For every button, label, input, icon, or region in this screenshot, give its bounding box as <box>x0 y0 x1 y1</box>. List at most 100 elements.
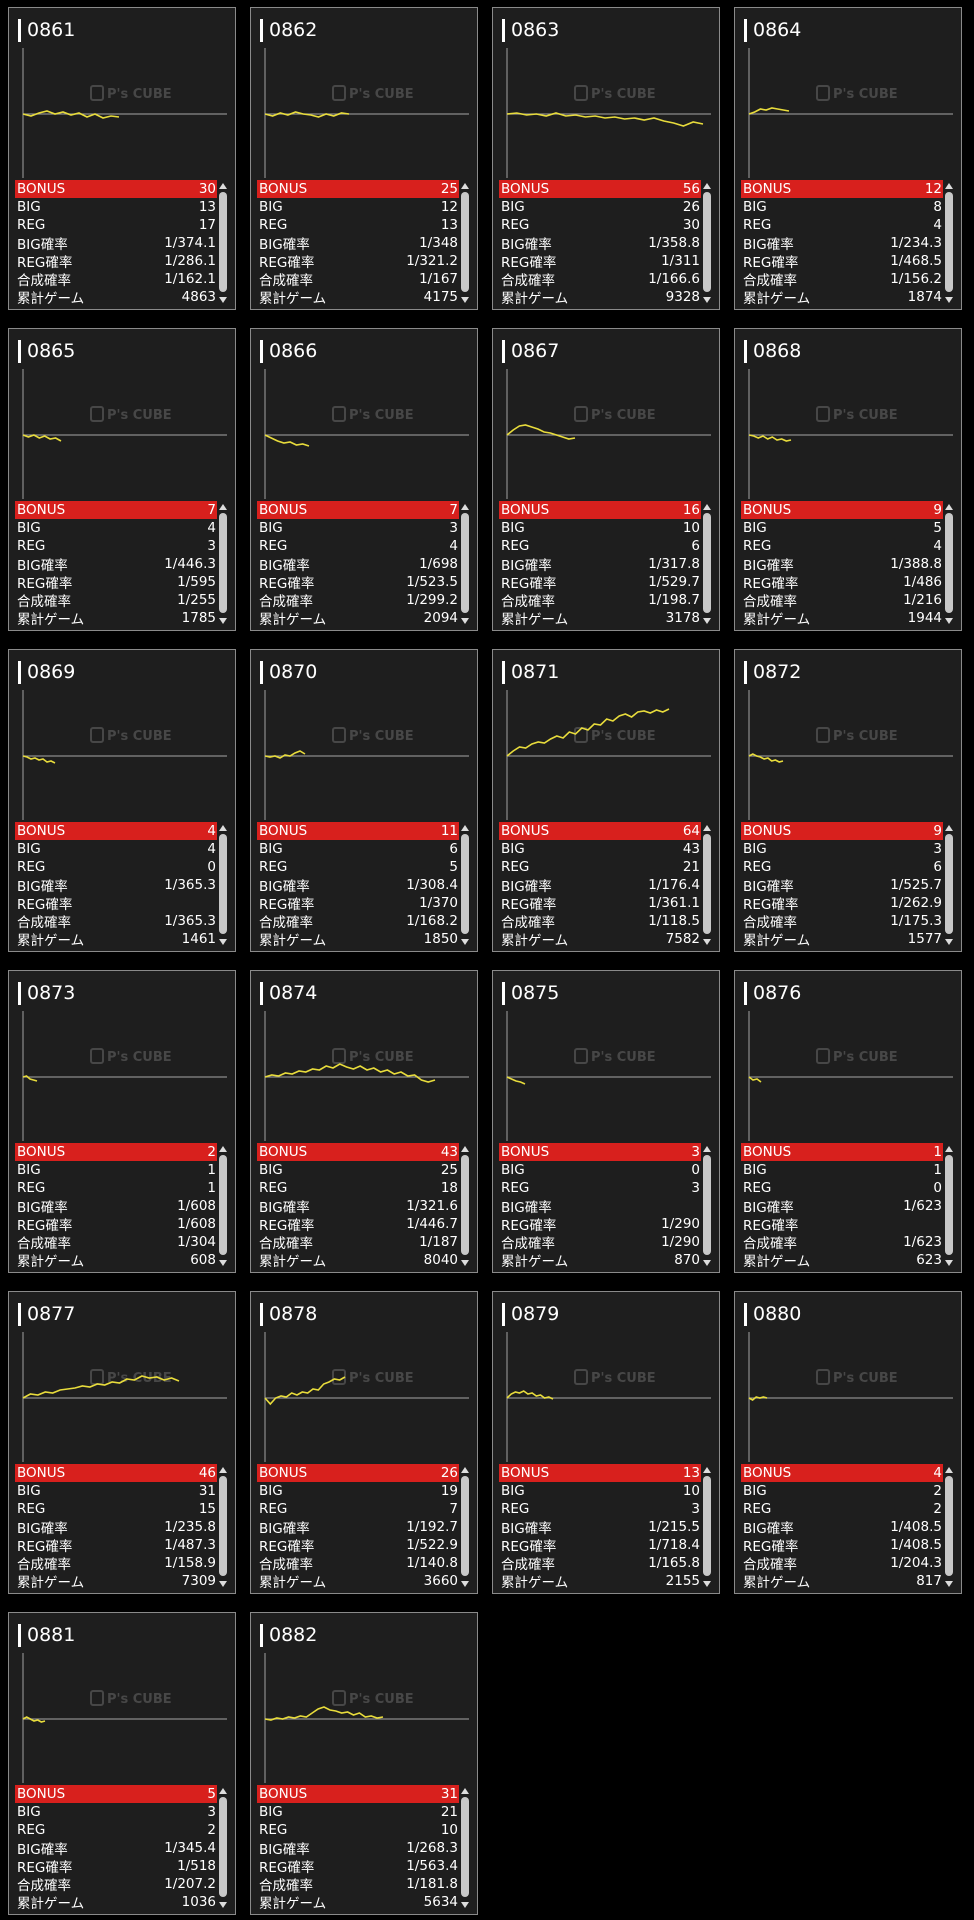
scroll-down-arrow-icon[interactable] <box>703 939 711 945</box>
scroll-thumb[interactable] <box>219 1155 227 1255</box>
scrollbar[interactable] <box>943 180 955 306</box>
machine-card[interactable]: 0872 P's CUBE BONUS 9 BIG 3 REG 6 <box>734 649 962 952</box>
scroll-up-arrow-icon[interactable] <box>461 1146 469 1152</box>
scrollbar[interactable] <box>459 1464 471 1590</box>
machine-card[interactable]: 0873 P's CUBE BONUS 2 BIG 1 REG 1 <box>8 970 236 1273</box>
scroll-up-arrow-icon[interactable] <box>945 183 953 189</box>
scroll-up-arrow-icon[interactable] <box>219 825 227 831</box>
machine-card[interactable]: 0862 P's CUBE BONUS 25 BIG 12 REG 13 <box>250 7 478 310</box>
scroll-down-arrow-icon[interactable] <box>461 297 469 303</box>
scrollbar[interactable] <box>943 822 955 948</box>
scroll-thumb[interactable] <box>945 1155 953 1255</box>
scrollbar[interactable] <box>217 1464 229 1590</box>
scrollbar[interactable] <box>459 1785 471 1911</box>
scroll-down-arrow-icon[interactable] <box>461 1581 469 1587</box>
scroll-up-arrow-icon[interactable] <box>219 183 227 189</box>
scroll-down-arrow-icon[interactable] <box>945 1260 953 1266</box>
scrollbar[interactable] <box>943 1464 955 1590</box>
scroll-up-arrow-icon[interactable] <box>219 1788 227 1794</box>
scroll-down-arrow-icon[interactable] <box>703 618 711 624</box>
scroll-thumb[interactable] <box>461 1476 469 1576</box>
scroll-thumb[interactable] <box>219 192 227 292</box>
scrollbar[interactable] <box>701 822 713 948</box>
machine-card[interactable]: 0871 P's CUBE BONUS 64 BIG 43 REG 21 <box>492 649 720 952</box>
scroll-thumb[interactable] <box>219 1797 227 1897</box>
scroll-up-arrow-icon[interactable] <box>945 1146 953 1152</box>
machine-card[interactable]: 0870 P's CUBE BONUS 11 BIG 6 REG 5 <box>250 649 478 952</box>
scroll-up-arrow-icon[interactable] <box>703 183 711 189</box>
machine-card[interactable]: 0861 P's CUBE BONUS 30 BIG 13 REG 17 <box>8 7 236 310</box>
scroll-down-arrow-icon[interactable] <box>461 1902 469 1908</box>
scroll-thumb[interactable] <box>945 192 953 292</box>
machine-card[interactable]: 0864 P's CUBE BONUS 12 BIG 8 REG 4 <box>734 7 962 310</box>
scroll-down-arrow-icon[interactable] <box>219 297 227 303</box>
machine-card[interactable]: 0866 P's CUBE BONUS 7 BIG 3 REG 4 <box>250 328 478 631</box>
machine-card[interactable]: 0875 P's CUBE BONUS 3 BIG 0 REG 3 <box>492 970 720 1273</box>
scroll-down-arrow-icon[interactable] <box>219 1260 227 1266</box>
scroll-up-arrow-icon[interactable] <box>219 1146 227 1152</box>
scroll-thumb[interactable] <box>703 1476 711 1576</box>
scroll-down-arrow-icon[interactable] <box>461 1260 469 1266</box>
scroll-thumb[interactable] <box>461 1155 469 1255</box>
machine-card[interactable]: 0867 P's CUBE BONUS 16 BIG 10 REG 6 <box>492 328 720 631</box>
scroll-thumb[interactable] <box>219 834 227 934</box>
scrollbar[interactable] <box>701 180 713 306</box>
scroll-down-arrow-icon[interactable] <box>945 1581 953 1587</box>
scroll-down-arrow-icon[interactable] <box>219 1581 227 1587</box>
scroll-up-arrow-icon[interactable] <box>219 504 227 510</box>
scroll-thumb[interactable] <box>945 834 953 934</box>
scrollbar[interactable] <box>217 501 229 627</box>
machine-card[interactable]: 0876 P's CUBE BONUS 1 BIG 1 REG 0 <box>734 970 962 1273</box>
machine-card[interactable]: 0880 P's CUBE BONUS 4 BIG 2 REG 2 <box>734 1291 962 1594</box>
machine-card[interactable]: 0869 P's CUBE BONUS 4 BIG 4 REG 0 <box>8 649 236 952</box>
scroll-thumb[interactable] <box>461 834 469 934</box>
machine-card[interactable]: 0877 P's CUBE BONUS 46 BIG 31 REG 15 <box>8 1291 236 1594</box>
scroll-down-arrow-icon[interactable] <box>703 1260 711 1266</box>
scroll-up-arrow-icon[interactable] <box>945 1467 953 1473</box>
scroll-up-arrow-icon[interactable] <box>461 504 469 510</box>
machine-card[interactable]: 0879 P's CUBE BONUS 13 BIG 10 REG 3 <box>492 1291 720 1594</box>
scroll-up-arrow-icon[interactable] <box>703 504 711 510</box>
scroll-down-arrow-icon[interactable] <box>461 618 469 624</box>
scroll-down-arrow-icon[interactable] <box>461 939 469 945</box>
scrollbar[interactable] <box>459 501 471 627</box>
scroll-thumb[interactable] <box>945 513 953 613</box>
scroll-down-arrow-icon[interactable] <box>945 297 953 303</box>
scroll-down-arrow-icon[interactable] <box>219 939 227 945</box>
machine-card[interactable]: 0863 P's CUBE BONUS 56 BIG 26 REG 30 <box>492 7 720 310</box>
scroll-up-arrow-icon[interactable] <box>461 183 469 189</box>
scroll-up-arrow-icon[interactable] <box>461 825 469 831</box>
scrollbar[interactable] <box>701 501 713 627</box>
scroll-up-arrow-icon[interactable] <box>219 1467 227 1473</box>
scroll-down-arrow-icon[interactable] <box>703 297 711 303</box>
scroll-thumb[interactable] <box>703 513 711 613</box>
scrollbar[interactable] <box>217 180 229 306</box>
scroll-up-arrow-icon[interactable] <box>945 825 953 831</box>
scroll-up-arrow-icon[interactable] <box>703 1146 711 1152</box>
scrollbar[interactable] <box>217 1143 229 1269</box>
scroll-up-arrow-icon[interactable] <box>461 1467 469 1473</box>
scroll-down-arrow-icon[interactable] <box>945 618 953 624</box>
scrollbar[interactable] <box>701 1143 713 1269</box>
scroll-thumb[interactable] <box>461 1797 469 1897</box>
scrollbar[interactable] <box>459 180 471 306</box>
scroll-up-arrow-icon[interactable] <box>703 1467 711 1473</box>
scroll-down-arrow-icon[interactable] <box>219 1902 227 1908</box>
scroll-thumb[interactable] <box>703 1155 711 1255</box>
scroll-down-arrow-icon[interactable] <box>219 618 227 624</box>
scrollbar[interactable] <box>459 822 471 948</box>
scrollbar[interactable] <box>701 1464 713 1590</box>
scroll-up-arrow-icon[interactable] <box>703 825 711 831</box>
scroll-thumb[interactable] <box>219 1476 227 1576</box>
scroll-thumb[interactable] <box>461 192 469 292</box>
scrollbar[interactable] <box>217 822 229 948</box>
scrollbar[interactable] <box>943 501 955 627</box>
scroll-thumb[interactable] <box>945 1476 953 1576</box>
machine-card[interactable]: 0865 P's CUBE BONUS 7 BIG 4 REG 3 <box>8 328 236 631</box>
machine-card[interactable]: 0874 P's CUBE BONUS 43 BIG 25 REG 18 <box>250 970 478 1273</box>
scroll-thumb[interactable] <box>703 192 711 292</box>
scroll-thumb[interactable] <box>219 513 227 613</box>
machine-card[interactable]: 0868 P's CUBE BONUS 9 BIG 5 REG 4 <box>734 328 962 631</box>
scroll-thumb[interactable] <box>461 513 469 613</box>
scroll-up-arrow-icon[interactable] <box>461 1788 469 1794</box>
